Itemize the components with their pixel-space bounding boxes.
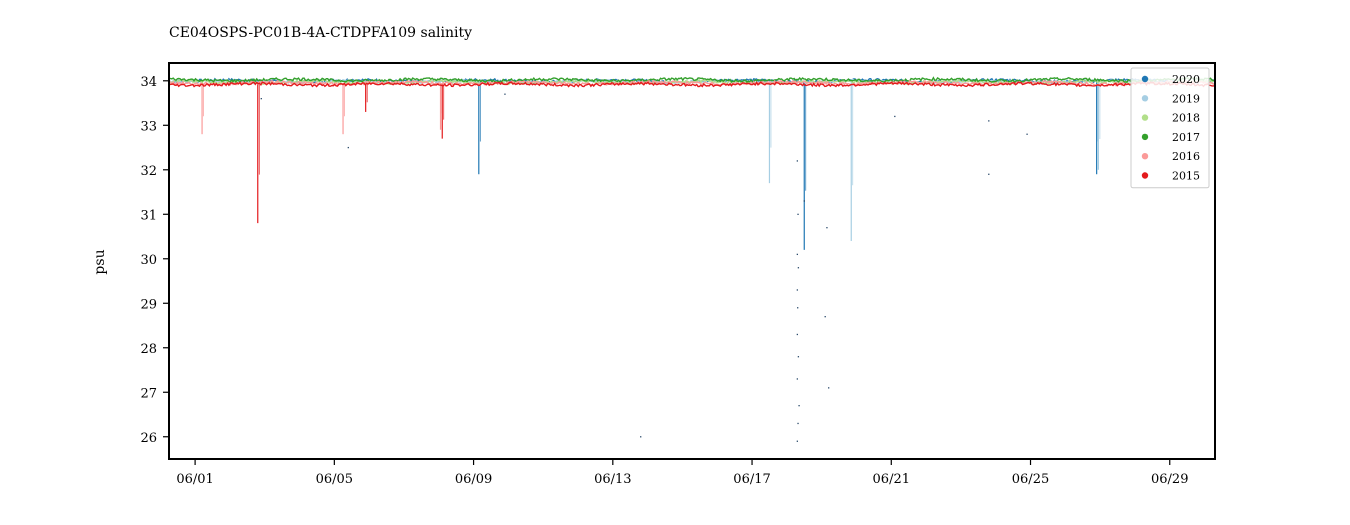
x-tick-label: 06/13 [594, 472, 631, 487]
y-axis-label: psu [92, 249, 108, 274]
legend-label: 2015 [1172, 170, 1200, 183]
x-tick-label: 06/29 [1151, 472, 1188, 487]
series-2017 [169, 76, 1215, 84]
legend-marker [1141, 95, 1149, 102]
legend-marker [1141, 75, 1149, 83]
scatter-point [796, 440, 798, 442]
legend-marker [1141, 172, 1149, 179]
legend-label: 2016 [1172, 150, 1200, 163]
scatter-point [797, 422, 799, 425]
legend-marker [1141, 114, 1149, 121]
legend-label: 2020 [1172, 73, 1200, 86]
y-tick-label: 34 [140, 75, 157, 90]
x-tick-label: 06/17 [733, 472, 770, 487]
y-tick-label: 28 [140, 342, 157, 357]
x-tick-label: 06/05 [316, 472, 353, 487]
chart-title: CE04OSPS-PC01B-4A-CTDPFA109 salinity [169, 25, 472, 41]
scatter-point [1026, 133, 1028, 135]
scatter-point [640, 436, 642, 438]
legend-marker [1141, 133, 1149, 141]
y-tick-label: 27 [140, 386, 157, 401]
scatter-point [797, 213, 799, 215]
scattered-points [260, 93, 1028, 442]
legend-label: 2017 [1172, 131, 1200, 144]
series-trace-2015 [169, 81, 1215, 88]
scatter-point [797, 267, 800, 269]
x-tick-label: 06/25 [1012, 472, 1049, 487]
y-tick-label: 29 [140, 297, 157, 312]
y-tick-label: 33 [140, 119, 157, 134]
scatter-point [826, 227, 828, 229]
series-trace-2017 [169, 76, 1215, 84]
scatter-point [796, 289, 798, 291]
scatter-point [797, 356, 800, 358]
legend-marker [1141, 153, 1149, 160]
series-trace-2019 [169, 78, 1215, 85]
legend: 2020 2019 2018 2017 2016 2015 [1130, 67, 1210, 189]
legend-label: 2018 [1172, 112, 1200, 125]
scatter-point [796, 160, 798, 162]
scatter-point [803, 200, 805, 202]
x-axis: 06/01 06/05 06/09 06/13 06/17 06/21 06/25 06/29 [176, 459, 1188, 487]
scatter-point [894, 115, 896, 118]
plot-frame [168, 62, 1216, 460]
scatter-point [347, 146, 349, 149]
series-2019 [169, 78, 1215, 241]
legend-label: 2019 [1172, 92, 1200, 105]
legend-box [1130, 67, 1210, 189]
x-tick-label: 06/01 [176, 472, 213, 487]
scatter-point [504, 93, 506, 95]
scatter-point [988, 120, 990, 122]
y-axis: 26 27 28 29 30 31 32 33 34 [140, 75, 169, 446]
scatter-point [828, 387, 830, 389]
data-layer [169, 76, 1215, 442]
scatter-point [260, 97, 262, 100]
y-tick-label: 31 [140, 208, 157, 223]
x-tick-label: 06/21 [873, 472, 910, 487]
y-tick-label: 30 [140, 253, 157, 268]
y-tick-label: 32 [140, 164, 157, 179]
scatter-point [796, 333, 798, 336]
series-2015 [169, 81, 1215, 224]
scatter-point [796, 378, 798, 380]
scatter-point [796, 253, 798, 256]
scatter-point [824, 316, 826, 318]
scatter-point [798, 405, 800, 407]
plot-area [169, 76, 1215, 442]
scatter-point [797, 307, 799, 309]
scatter-point [988, 173, 990, 175]
y-tick-label: 26 [140, 431, 157, 446]
x-tick-label: 06/09 [455, 472, 492, 487]
